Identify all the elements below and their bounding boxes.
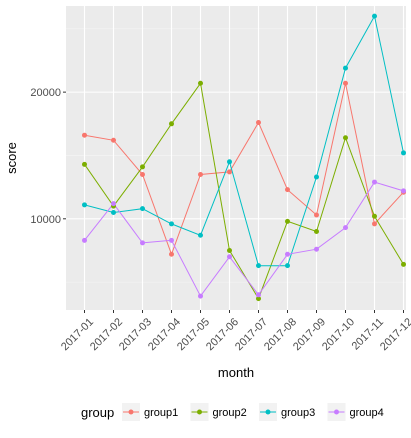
data-point-group3 [140,206,145,212]
major-gridlines [66,6,406,310]
y-tick-label: 20000 [30,87,61,99]
data-point-group4 [198,293,203,299]
data-point-group2 [227,247,232,253]
data-point-group1 [227,169,232,175]
data-point-group1 [82,132,87,138]
series-line-group3 [84,14,404,267]
data-point-group1 [198,171,203,177]
data-point-group3 [343,65,348,71]
data-point-group4 [285,251,290,257]
series-lines [84,14,404,300]
data-point-group3 [314,174,319,180]
legend-key-point [128,409,134,415]
data-point-group2 [343,135,348,141]
data-point-group3 [82,202,87,208]
data-point-group1 [256,120,261,126]
legend-label-group4: group4 [350,407,384,419]
data-point-group4 [111,201,116,207]
data-point-group3 [401,150,406,156]
data-point-group3 [111,209,116,215]
x-axis-title: month [218,365,254,380]
data-point-group4 [314,246,319,252]
data-point-group3 [256,263,261,269]
data-point-group1 [169,251,174,257]
x-axis: 2017-012017-022017-032017-042017-052017-… [59,310,411,353]
data-point-group4 [140,240,145,246]
data-point-group4 [82,237,87,243]
data-point-group2 [198,80,203,86]
data-point-group4 [372,179,377,185]
series-line-group1 [84,83,404,256]
legend-label-group3: group3 [281,407,315,419]
data-point-group3 [198,232,203,238]
data-point-group4 [256,292,261,298]
series-points [82,13,406,302]
legend-key-point [265,409,271,415]
data-point-group2 [401,261,406,267]
y-tick-label: 10000 [30,214,61,226]
data-point-group3 [372,13,377,19]
data-point-group2 [140,164,145,170]
data-point-group1 [343,80,348,86]
data-point-group1 [372,221,377,227]
data-point-group1 [140,171,145,177]
panel-background [66,6,406,310]
y-axis-title: score [4,142,19,174]
data-point-group4 [227,254,232,260]
data-point-group2 [256,296,261,302]
data-point-group3 [285,263,290,269]
x-tick-label: 2017-10 [320,316,357,353]
legend-label-group2: group2 [213,407,247,419]
data-point-group2 [82,161,87,167]
data-point-group4 [343,225,348,231]
data-point-group2 [285,218,290,224]
series-line-group2 [84,82,404,300]
minor-gridlines [66,28,406,283]
data-point-group4 [169,237,174,243]
data-point-group1 [314,212,319,218]
data-point-group4 [401,188,406,194]
data-point-group3 [227,159,232,165]
data-point-group2 [314,228,319,234]
legend-key-point [334,409,339,415]
data-point-group1 [111,137,116,143]
legend: group group1 group2 group3 group4 [81,403,384,421]
legend-label-group1: group1 [144,407,178,419]
data-point-group2 [169,121,174,127]
data-point-group3 [169,221,174,227]
series-line-group4 [84,181,404,298]
legend-key-point [197,409,202,415]
y-axis: 10000 20000 [30,87,66,226]
legend-title: group [81,405,114,420]
data-point-group1 [285,187,290,193]
data-point-group2 [372,213,377,219]
